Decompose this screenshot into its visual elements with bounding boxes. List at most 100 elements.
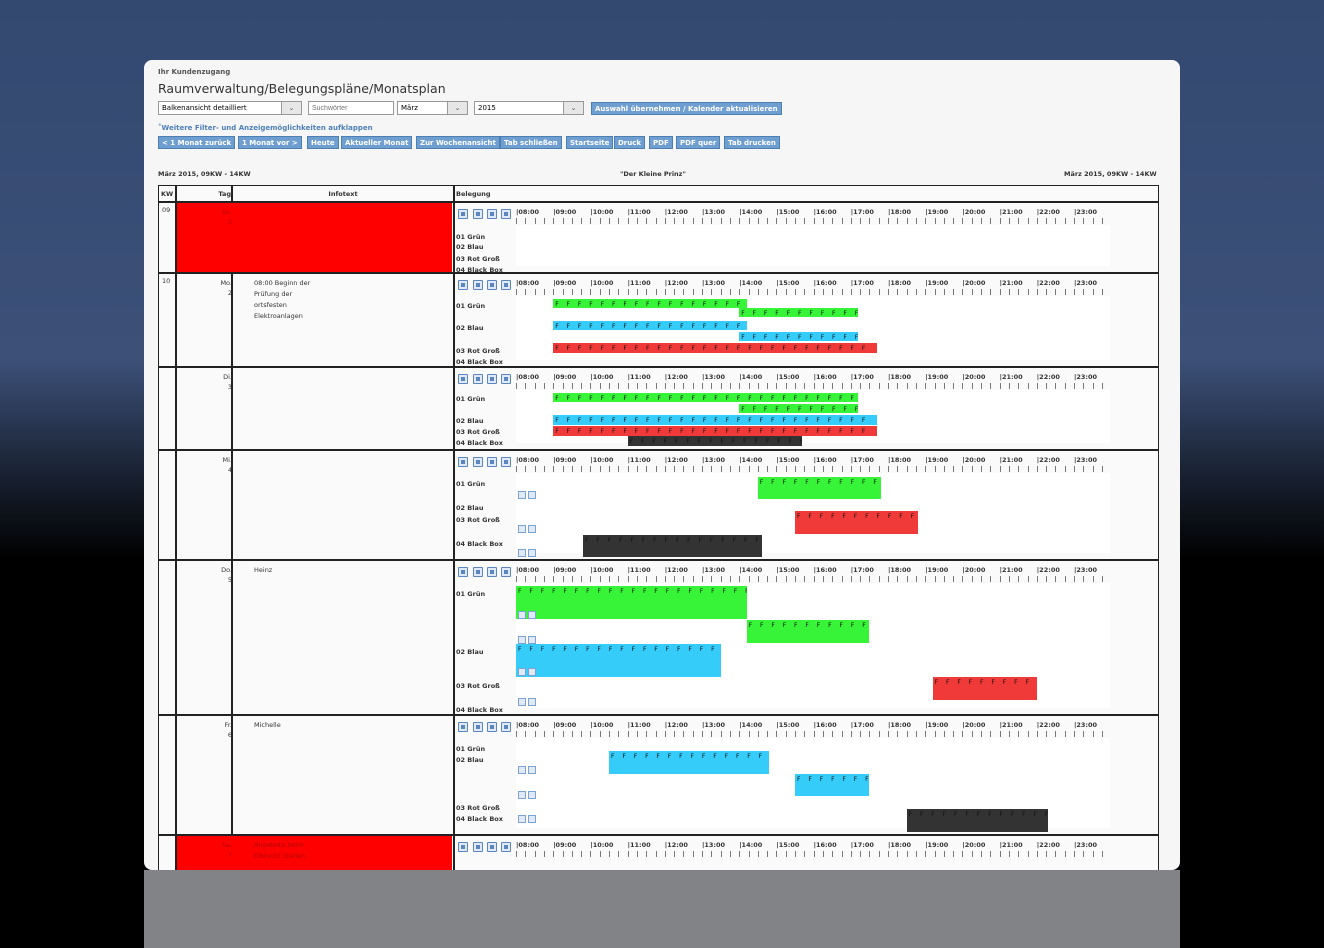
export-icon[interactable] [487,722,497,732]
toolbar-button-6[interactable]: Startseite [566,136,614,149]
export-icon[interactable] [487,280,497,290]
export-icon[interactable] [487,842,497,852]
booking-bar[interactable]: F F F F F F F F F F F F F F F F F F F F … [627,436,803,446]
booking-bar[interactable]: F F F F F F F F F F F F F F F F F F F F … [739,332,859,341]
toolbar-button-8[interactable]: PDF [649,136,673,149]
booking-bar[interactable]: F F F F F F F F F F F F F F F F F F F F … [795,511,918,534]
toolbar-button-1[interactable]: 1 Monat vor > [238,136,302,149]
month-select[interactable]: März ⌄ [397,101,468,115]
edit-icon[interactable] [473,842,483,852]
apply-button[interactable]: Auswahl übernehmen / Kalender aktualisie… [591,102,782,115]
booking-bar[interactable]: F F F F F F F F F F F F F F F F F F F F … [746,620,870,643]
edit-icon[interactable] [473,722,483,732]
booking-mini-icon[interactable] [528,636,536,644]
edit-icon[interactable] [473,374,483,384]
booking-bar[interactable]: F F F F F F F F F F F F F F F F F F F F … [795,774,870,796]
booking-mini-icon[interactable] [518,791,526,799]
info-text: Michelle [254,721,281,729]
hour-label: |15:00 [776,721,800,729]
toolbar-button-9[interactable]: PDF quer [676,136,721,149]
export-icon[interactable] [487,457,497,467]
export-icon[interactable] [487,567,497,577]
booking-mini-icon[interactable] [518,668,526,676]
edit-icon[interactable] [473,209,483,219]
export-icon[interactable] [487,209,497,219]
booking-bar[interactable]: F F F F F F F F F F F F F F F F F F F F … [739,308,859,317]
day-cell: Mi. 4 [177,451,452,559]
booking-bar[interactable]: F F F F F F F F F F F F F F F F F F F F … [553,321,747,330]
header-belegung: Belegung [453,186,1158,203]
edit-icon[interactable] [473,567,483,577]
day-cell: Fr. 6 Michelle [177,716,452,834]
hour-label: |21:00 [999,841,1023,849]
calendar-icon[interactable] [458,457,468,467]
booking-bar[interactable]: F F F F F F F F F F F F F F F F F F F F … [553,426,877,436]
booking-mini-icon[interactable] [518,525,526,533]
calendar-icon[interactable] [458,842,468,852]
toolbar-button-3[interactable]: Aktueller Monat [341,136,413,149]
booking-mini-icon[interactable] [518,491,526,499]
add-icon[interactable] [501,209,511,219]
booking-mini-icon[interactable] [528,611,536,619]
booking-mini-icon[interactable] [518,549,526,557]
booking-bar[interactable]: F F F F F F F F F F F F F F F F F F F F … [553,393,859,402]
hour-label: |16:00 [813,456,837,464]
booking-bar[interactable]: F F F F F F F F F F F F F F F F F F F F … [609,751,769,774]
toolbar-button-4[interactable]: Zur Wochenansicht [416,136,500,149]
booking-mini-icon[interactable] [518,636,526,644]
toolbar-button-2[interactable]: Heute [307,136,339,149]
booking-mini-icon[interactable] [528,491,536,499]
booking-mini-icon[interactable] [528,525,536,533]
booking-bar[interactable]: F F F F F F F F F F F F F F F F F F F F … [516,586,747,619]
hour-label: |18:00 [888,373,912,381]
booking-mini-icon[interactable] [528,815,536,823]
booking-bar[interactable]: F F F F F F F F F F F F F F F F F F F F … [582,535,762,557]
hour-label: |22:00 [1036,279,1060,287]
booking-mini-icon[interactable] [528,791,536,799]
timeline-band [516,225,1110,266]
booking-mini-icon[interactable] [518,766,526,774]
calendar-icon[interactable] [458,567,468,577]
booking-mini-icon[interactable] [528,668,536,676]
booking-bar[interactable]: F F F F F F F F F F F F F F F F F F F F … [553,415,877,425]
add-icon[interactable] [501,457,511,467]
booking-bar[interactable]: F F F F F F F F F F F F F F F F F F F F … [553,343,877,353]
room-label: 02 Blau [456,324,484,332]
toolbar-button-10[interactable]: Tab drucken [724,136,780,149]
booking-bar[interactable]: F F F F F F F F F F F F F F F F F F F F … [516,644,721,677]
booking-bar[interactable]: F F F F F F F F F F F F F F F F F F F F … [906,809,1048,832]
export-icon[interactable] [487,374,497,384]
calendar-icon[interactable] [458,374,468,384]
add-icon[interactable] [501,842,511,852]
add-icon[interactable] [501,374,511,384]
calendar-icon[interactable] [458,209,468,219]
toolbar-button-7[interactable]: Druck [614,136,646,149]
year-select[interactable]: 2015 ⌄ [474,101,584,115]
booking-mini-icon[interactable] [518,815,526,823]
search-input[interactable] [308,101,394,115]
hour-label: |22:00 [1036,566,1060,574]
booking-mini-icon[interactable] [518,698,526,706]
hour-label: |20:00 [962,456,986,464]
room-label: 01 Grün [456,233,486,241]
booking-bar[interactable]: F F F F F F F F F F F F F F F F F F F F … [757,477,881,499]
booking-mini-icon[interactable] [528,766,536,774]
calendar-icon[interactable] [458,722,468,732]
booking-bar[interactable]: F F F F F F F F F F F F F F F F F F F F … [739,404,859,413]
toolbar-button-5[interactable]: Tab schließen [500,136,562,149]
more-filters-link[interactable]: ˚Weitere Filter- und Anzeigemöglichkeite… [158,124,373,132]
add-icon[interactable] [501,722,511,732]
calendar-icon[interactable] [458,280,468,290]
view-select[interactable]: Balkenansicht detailliert ⌄ [158,101,302,115]
edit-icon[interactable] [473,457,483,467]
booking-bar[interactable]: F F F F F F F F F F F F F F F F F F F F … [553,299,747,308]
booking-mini-icon[interactable] [528,549,536,557]
toolbar-button-0[interactable]: < 1 Monat zurück [158,136,236,149]
edit-icon[interactable] [473,280,483,290]
booking-mini-icon[interactable] [528,698,536,706]
booking-bar[interactable]: F F F F F F F F F F F F F F F F F F F F … [932,677,1037,700]
booking-mini-icon[interactable] [518,611,526,619]
add-icon[interactable] [501,280,511,290]
hour-label: |08:00 [516,208,540,216]
add-icon[interactable] [501,567,511,577]
